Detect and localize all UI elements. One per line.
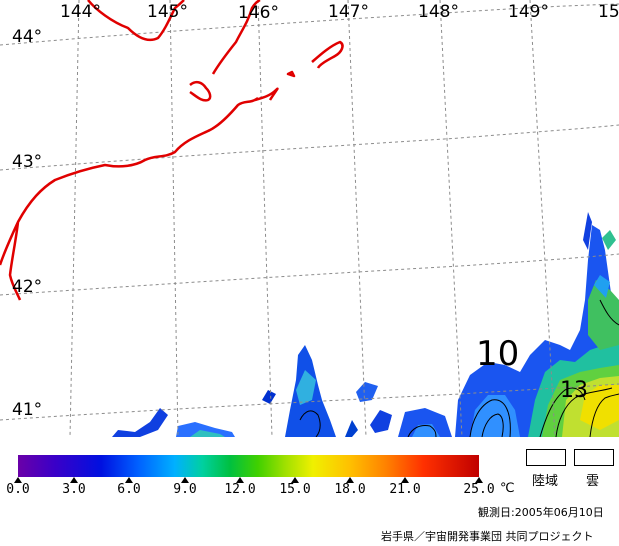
colorbar-tick-label: 25.0 xyxy=(463,482,495,497)
hokkaido-coast xyxy=(87,0,185,42)
lat-label-42: 42° xyxy=(12,277,43,297)
sst-patch xyxy=(594,275,610,298)
sst-patch xyxy=(345,420,358,437)
sst-patch xyxy=(262,390,276,404)
colorbar-tick-label: 9.0 xyxy=(173,482,197,497)
meridian-145 xyxy=(169,0,179,437)
parallel-44 xyxy=(0,3,619,46)
colorbar-tick xyxy=(346,477,354,483)
hokkaido-east-coast xyxy=(0,96,259,301)
colorbar-tick-label: 6.0 xyxy=(117,482,141,497)
contour-lines xyxy=(299,299,619,437)
colorbar-tick-label: 21.0 xyxy=(389,482,421,497)
colorbar-tick xyxy=(475,477,483,483)
lon-label-149: 149° xyxy=(508,2,549,22)
meridian-149 xyxy=(529,0,556,437)
sst-patch xyxy=(370,410,392,433)
sst-patch xyxy=(176,422,235,437)
cloud-legend-swatch xyxy=(574,449,614,466)
colorbar-tick-label: 15.0 xyxy=(279,482,311,497)
meridian-147 xyxy=(347,0,367,437)
graticule xyxy=(0,0,619,437)
parallel-42 xyxy=(0,253,619,296)
colorbar-tick xyxy=(236,477,244,483)
colorbar-unit: ℃ xyxy=(500,481,515,496)
sst-data-layer xyxy=(112,212,619,437)
shikotan-coast xyxy=(254,87,279,102)
lon-label-144: 144° xyxy=(60,2,101,22)
sst-patch xyxy=(356,382,378,402)
colorbar-tick-label: 0.0 xyxy=(6,482,30,497)
kunashiri-coast xyxy=(189,80,212,102)
sst-patch xyxy=(602,230,616,250)
lon-label-145: 145° xyxy=(147,2,188,22)
contour-label-13: 13 xyxy=(560,378,588,403)
colorbar-tick xyxy=(125,477,133,483)
lon-label-146: 146° xyxy=(238,3,279,23)
contour-label-10: 10 xyxy=(476,334,520,374)
colorbar-tick xyxy=(401,477,409,483)
observation-date: 観測日:2005年06月10日 xyxy=(478,506,604,519)
meridian-148 xyxy=(439,0,463,437)
colorbar-tick xyxy=(181,477,189,483)
colorbar-tick xyxy=(70,477,78,483)
lat-label-44: 44° xyxy=(12,27,43,47)
sst-patch xyxy=(470,395,520,437)
sst-patch xyxy=(412,424,440,437)
sst-patch xyxy=(190,430,225,437)
lon-label-148: 148° xyxy=(418,2,459,22)
lon-label-150: 15 xyxy=(598,2,619,22)
etorofu-coast xyxy=(211,0,261,75)
colorbar-tick xyxy=(291,477,299,483)
parallel-41 xyxy=(0,383,619,421)
sst-patch xyxy=(296,370,316,405)
sst-patch xyxy=(112,408,168,437)
lat-label-43: 43° xyxy=(12,152,43,172)
coastline xyxy=(0,0,344,301)
colorbar-tick-label: 18.0 xyxy=(334,482,366,497)
cloud-legend-label: 雲 xyxy=(586,474,600,489)
meridian-144 xyxy=(69,0,80,437)
temperature-colorbar xyxy=(18,455,479,477)
colorbar-tick-label: 3.0 xyxy=(62,482,86,497)
lat-label-41: 41° xyxy=(12,400,43,420)
map-canvas xyxy=(0,0,619,437)
meridian-146 xyxy=(257,0,273,437)
colorbar-tick xyxy=(14,477,22,483)
sst-patch xyxy=(588,280,619,350)
sst-map: 144° 145° 146° 147° 148° 149° 15 44° 43°… xyxy=(0,0,619,437)
sst-patch xyxy=(398,408,452,437)
urup-coast xyxy=(311,40,344,69)
credit-text: 岩手県／宇宙開発事業団 共同プロジェクト xyxy=(381,530,594,543)
parallel-43 xyxy=(0,124,619,171)
lon-label-147: 147° xyxy=(328,2,369,22)
land-legend-swatch xyxy=(526,449,566,466)
land-legend-label: 陸域 xyxy=(532,474,559,489)
sst-patch xyxy=(583,212,592,250)
colorbar-tick-label: 12.0 xyxy=(224,482,256,497)
small-island xyxy=(286,70,296,78)
